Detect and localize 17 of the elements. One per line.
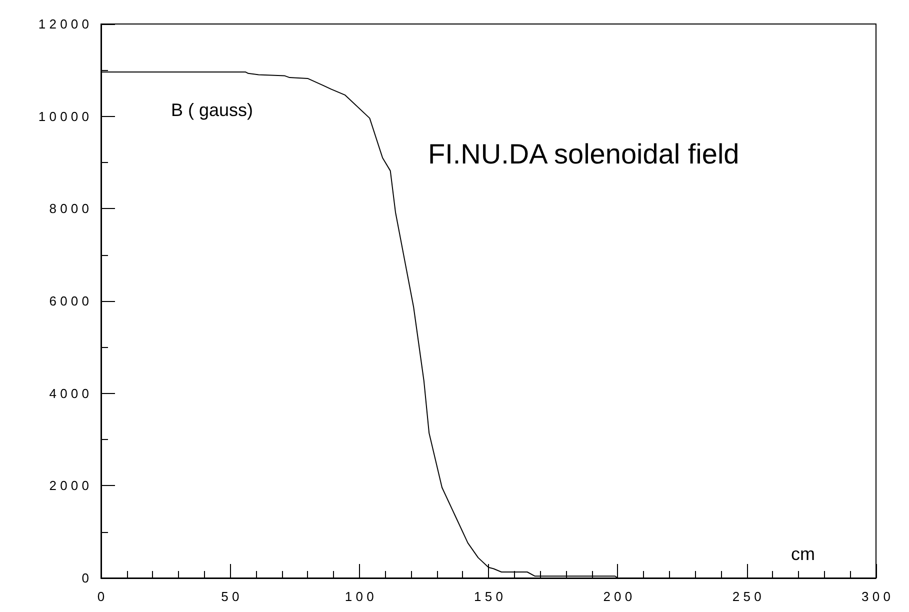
y-tick-label: 1 0 0 0 0 [38, 108, 89, 124]
y-axis-title: B ( gauss) [171, 100, 254, 120]
x-tick-label: 1 5 0 [474, 589, 503, 604]
x-tick-label: 5 0 [221, 589, 240, 604]
y-tick-label: 0 [82, 570, 89, 586]
x-axis-title: cm [791, 544, 815, 564]
text: FI.NU.DA solenoidal field [428, 138, 740, 170]
x-tick-label: 2 0 0 [603, 589, 632, 604]
x-tick-label: 1 0 0 [344, 589, 374, 604]
y-tick-label: 2 0 0 0 [49, 478, 89, 494]
y-tick-label: 6 0 0 0 [49, 294, 89, 308]
y-tick-label: 1 2 0 0 0 [38, 16, 89, 32]
x-tick-label: 2 5 0 [732, 589, 762, 604]
y-tick-label: 4 0 0 0 [49, 386, 89, 401]
y-tick-label: 8 0 0 0 [49, 201, 89, 216]
x-tick-label: 0 [97, 589, 105, 604]
x-tick-label: 3 0 0 [862, 589, 890, 604]
